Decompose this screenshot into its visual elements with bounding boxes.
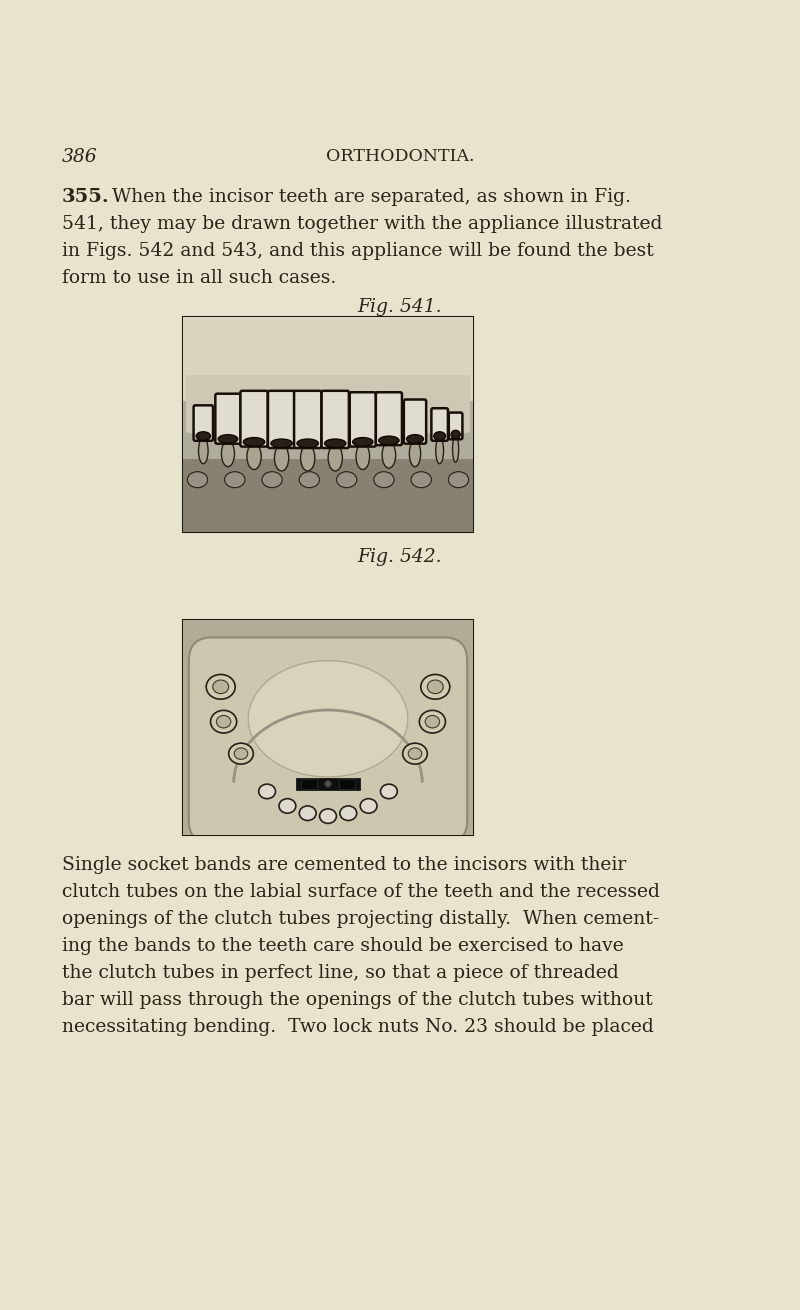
FancyBboxPatch shape	[350, 392, 376, 447]
Text: 355.: 355.	[62, 189, 110, 206]
Ellipse shape	[297, 439, 318, 448]
Ellipse shape	[217, 715, 230, 728]
Text: form to use in all such cases.: form to use in all such cases.	[62, 269, 336, 287]
Bar	[183, 401, 473, 532]
FancyBboxPatch shape	[215, 394, 241, 444]
Ellipse shape	[301, 445, 315, 472]
Ellipse shape	[356, 443, 370, 469]
Text: in Figs. 542 and 543, and this appliance will be found the best: in Figs. 542 and 543, and this appliance…	[62, 242, 654, 259]
Ellipse shape	[410, 440, 421, 466]
Text: the clutch tubes in perfect line, so that a piece of threaded: the clutch tubes in perfect line, so tha…	[62, 964, 618, 982]
FancyBboxPatch shape	[241, 390, 268, 447]
Ellipse shape	[328, 445, 342, 472]
Ellipse shape	[218, 435, 238, 443]
FancyBboxPatch shape	[322, 390, 349, 448]
Ellipse shape	[222, 440, 234, 466]
Ellipse shape	[381, 785, 398, 799]
Ellipse shape	[247, 443, 261, 469]
Ellipse shape	[360, 799, 377, 814]
Ellipse shape	[427, 680, 443, 693]
FancyBboxPatch shape	[194, 405, 213, 440]
Ellipse shape	[279, 799, 296, 814]
Text: Fig. 542.: Fig. 542.	[358, 548, 442, 566]
FancyBboxPatch shape	[189, 638, 467, 844]
Text: When the incisor teeth are separated, as shown in Fig.: When the incisor teeth are separated, as…	[112, 189, 631, 206]
Ellipse shape	[248, 660, 408, 777]
FancyBboxPatch shape	[431, 409, 448, 440]
Ellipse shape	[206, 675, 235, 700]
Bar	[183, 460, 473, 532]
Text: necessitating bending.  Two lock nuts No. 23 should be placed: necessitating bending. Two lock nuts No.…	[62, 1018, 654, 1036]
Ellipse shape	[319, 808, 337, 824]
Bar	[338, 778, 355, 789]
Ellipse shape	[426, 715, 439, 728]
Text: Single socket bands are cemented to the incisors with their: Single socket bands are cemented to the …	[62, 855, 626, 874]
FancyBboxPatch shape	[268, 390, 295, 448]
Ellipse shape	[325, 439, 346, 448]
Ellipse shape	[374, 472, 394, 487]
Ellipse shape	[419, 710, 446, 734]
Ellipse shape	[434, 432, 446, 440]
Ellipse shape	[353, 438, 373, 447]
Ellipse shape	[402, 743, 427, 764]
Ellipse shape	[448, 472, 469, 487]
Ellipse shape	[337, 472, 357, 487]
Ellipse shape	[421, 675, 450, 700]
Text: bar will pass through the openings of the clutch tubes without: bar will pass through the openings of th…	[62, 990, 653, 1009]
Bar	[183, 317, 473, 401]
Text: ing the bands to the teeth care should be exercised to have: ing the bands to the teeth care should b…	[62, 937, 624, 955]
Ellipse shape	[187, 472, 208, 487]
Text: clutch tubes on the labial surface of the teeth and the recessed: clutch tubes on the labial surface of th…	[62, 883, 660, 901]
Bar	[183, 620, 473, 834]
Ellipse shape	[436, 438, 443, 464]
FancyBboxPatch shape	[186, 375, 470, 434]
Bar	[301, 778, 318, 789]
Text: openings of the clutch tubes projecting distally.  When cement-: openings of the clutch tubes projecting …	[62, 910, 659, 927]
Text: 541, they may be drawn together with the appliance illustrated: 541, they may be drawn together with the…	[62, 215, 662, 233]
FancyBboxPatch shape	[404, 400, 426, 444]
Ellipse shape	[406, 435, 423, 443]
Ellipse shape	[451, 430, 460, 439]
FancyBboxPatch shape	[376, 392, 402, 445]
Ellipse shape	[243, 438, 265, 447]
Ellipse shape	[340, 806, 357, 820]
Text: 386: 386	[62, 148, 98, 166]
Ellipse shape	[274, 445, 289, 472]
Ellipse shape	[453, 436, 458, 462]
Ellipse shape	[198, 438, 208, 464]
Ellipse shape	[408, 748, 422, 760]
Ellipse shape	[271, 439, 292, 448]
Ellipse shape	[299, 472, 319, 487]
Ellipse shape	[234, 748, 248, 760]
Ellipse shape	[262, 472, 282, 487]
Ellipse shape	[196, 432, 210, 440]
Bar	[296, 778, 360, 790]
Ellipse shape	[299, 806, 316, 820]
Text: ORTHODONTIA.: ORTHODONTIA.	[326, 148, 474, 165]
FancyBboxPatch shape	[294, 390, 322, 448]
FancyBboxPatch shape	[449, 413, 462, 439]
Ellipse shape	[258, 785, 275, 799]
Bar	[183, 317, 473, 532]
Text: Fig. 541.: Fig. 541.	[358, 297, 442, 316]
Ellipse shape	[225, 472, 245, 487]
Ellipse shape	[210, 710, 237, 734]
Ellipse shape	[229, 743, 254, 764]
Ellipse shape	[213, 680, 229, 693]
Ellipse shape	[378, 436, 399, 445]
Ellipse shape	[382, 441, 396, 468]
Ellipse shape	[411, 472, 431, 487]
Circle shape	[325, 781, 331, 787]
